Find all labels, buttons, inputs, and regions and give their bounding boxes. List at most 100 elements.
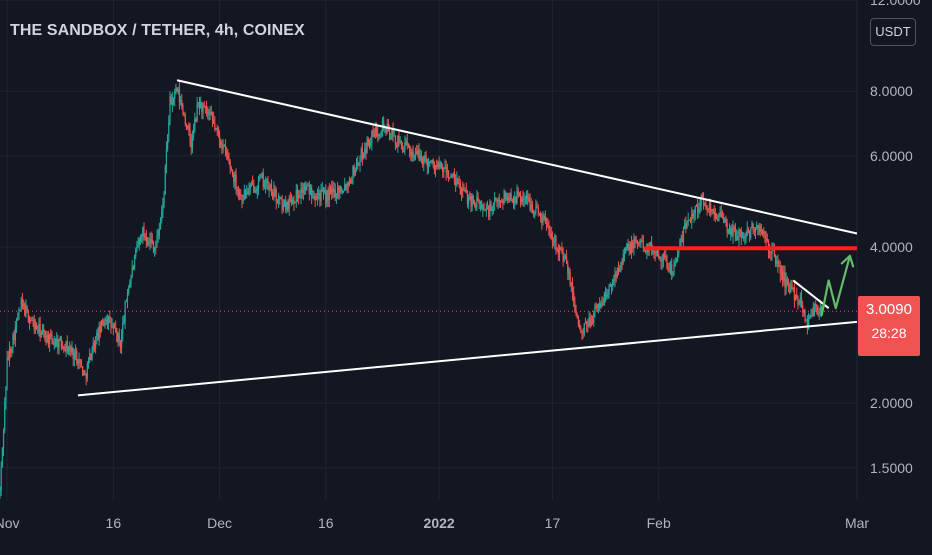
- candle-body: [405, 141, 407, 143]
- candle-body: [240, 194, 242, 196]
- candle-body: [385, 128, 387, 132]
- candle-body: [449, 177, 451, 179]
- candle-body: [735, 236, 738, 238]
- candle-body: [761, 230, 764, 234]
- candle-body: [524, 197, 526, 200]
- candle-body: [517, 190, 519, 196]
- candle-body: [544, 215, 546, 223]
- candle-body: [672, 274, 674, 276]
- candle-body: [538, 212, 541, 214]
- candle-body: [466, 193, 469, 204]
- candle-body: [105, 319, 107, 322]
- candle-body: [660, 257, 662, 263]
- candle-body: [600, 303, 602, 308]
- candle-body: [191, 134, 194, 149]
- candle-body: [623, 252, 626, 255]
- candle-body: [750, 228, 752, 238]
- candle-body: [177, 89, 179, 92]
- candle-body: [410, 151, 412, 156]
- candle-body: [280, 198, 282, 200]
- candle-body: [268, 185, 270, 191]
- candle-body: [812, 309, 814, 316]
- candle-body: [85, 374, 87, 379]
- candle-body: [473, 203, 476, 205]
- candle-body: [403, 150, 405, 152]
- candle-body: [103, 323, 105, 326]
- candle-body: [241, 195, 243, 201]
- candle-body: [578, 325, 581, 328]
- candle-body: [767, 240, 770, 252]
- candle-body: [136, 245, 138, 250]
- candle-body: [613, 279, 615, 281]
- candle-body: [201, 102, 203, 112]
- candle-body: [752, 223, 754, 230]
- candle-body: [30, 319, 32, 321]
- candle-body: [795, 294, 797, 301]
- candle-body: [4, 402, 6, 431]
- candle-body: [774, 255, 777, 264]
- candle-body: [303, 186, 306, 191]
- candle-body: [178, 89, 181, 103]
- candle-body: [732, 226, 734, 237]
- candle-body: [503, 191, 505, 204]
- candle-body: [396, 144, 398, 148]
- candle-body: [253, 184, 255, 193]
- candle-body: [159, 220, 162, 230]
- candle-body: [210, 112, 212, 115]
- candle-body: [494, 198, 496, 205]
- candle-body: [397, 135, 399, 148]
- candle-body: [128, 287, 130, 294]
- candle-body: [445, 166, 447, 173]
- candle-body: [619, 268, 621, 272]
- candle-body: [471, 195, 473, 207]
- candle-body: [273, 188, 275, 199]
- candle-body: [274, 188, 276, 190]
- candle-body: [77, 362, 79, 364]
- price-unit-badge[interactable]: USDT: [870, 18, 916, 46]
- candle-body: [393, 135, 395, 137]
- candle-body: [530, 204, 532, 210]
- candle-body: [126, 293, 129, 301]
- candle-body: [320, 191, 322, 201]
- candle-body: [434, 165, 437, 171]
- candle-body: [296, 189, 299, 196]
- candle-body: [548, 225, 550, 230]
- candle-body: [234, 174, 236, 182]
- candle-body: [491, 206, 493, 211]
- candle-body: [702, 197, 705, 204]
- candle-body: [674, 261, 676, 266]
- candle-body: [582, 332, 584, 334]
- candle-body: [756, 225, 758, 228]
- candle-body: [649, 242, 652, 247]
- candle-body: [129, 281, 131, 288]
- candle-body: [151, 239, 153, 244]
- candle-body: [365, 148, 367, 153]
- candle-body: [237, 189, 240, 193]
- candle-body: [483, 204, 485, 211]
- candle-body: [589, 317, 591, 326]
- candle-body: [769, 251, 771, 253]
- candle-body: [550, 233, 552, 239]
- candle-body: [223, 144, 225, 146]
- candle-body: [260, 177, 262, 179]
- candle-body: [73, 353, 75, 360]
- candle-body: [506, 197, 509, 199]
- candle-body: [754, 227, 757, 232]
- candle-body: [723, 218, 725, 223]
- candle-body: [208, 113, 210, 115]
- candle-body: [378, 135, 380, 137]
- candle-body: [427, 164, 430, 168]
- candle-body: [568, 272, 570, 274]
- candle-body: [93, 342, 96, 349]
- candle-body: [612, 279, 614, 287]
- candle-body: [169, 96, 171, 123]
- candle-body: [704, 203, 706, 205]
- candle-body: [412, 151, 414, 158]
- candle-body: [17, 319, 19, 321]
- candle-body: [673, 265, 675, 275]
- candle-body: [145, 237, 147, 242]
- candle-body: [779, 266, 781, 275]
- candle-body: [143, 227, 145, 236]
